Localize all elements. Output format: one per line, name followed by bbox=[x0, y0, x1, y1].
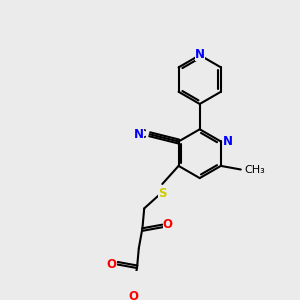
Text: O: O bbox=[128, 290, 138, 300]
Text: N: N bbox=[195, 48, 205, 61]
Text: C: C bbox=[137, 128, 146, 141]
Text: N: N bbox=[134, 128, 144, 141]
Text: O: O bbox=[107, 258, 117, 271]
Text: S: S bbox=[158, 187, 166, 200]
Text: O: O bbox=[163, 218, 173, 231]
Text: N: N bbox=[223, 135, 233, 148]
Text: CH₃: CH₃ bbox=[244, 164, 265, 175]
